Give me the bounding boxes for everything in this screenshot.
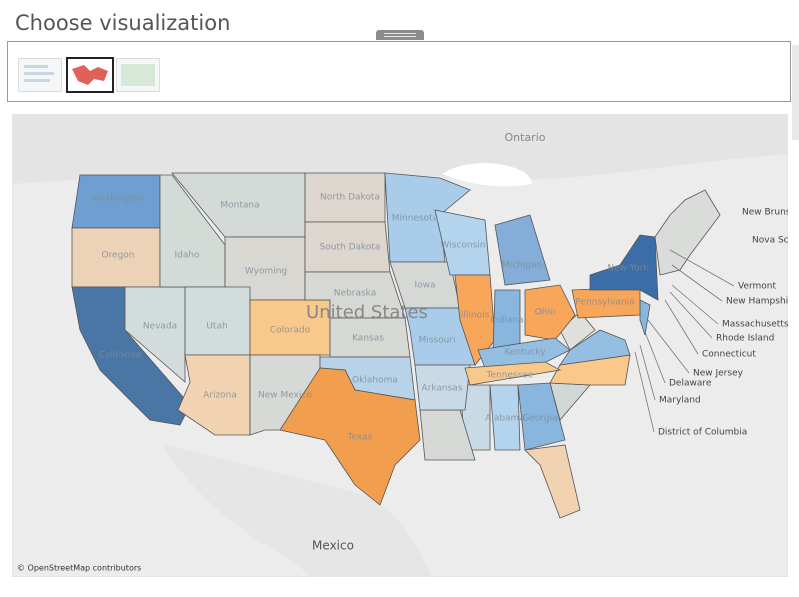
callout-label: Connecticut [702,350,756,360]
state-label: Alabama [485,414,525,424]
callout-line [634,351,655,433]
state-label: Arkansas [421,384,462,394]
callout-label: Rhode Island [716,334,774,344]
callout-label: Delaware [669,379,712,389]
state-label: Indiana [490,316,523,326]
callout-line [664,299,699,355]
state-label: Arizona [203,391,237,401]
state-label: Idaho [174,251,200,261]
map-icon-shape [72,65,108,85]
callout-line [671,284,719,325]
callout-line [669,291,713,339]
state-label: Nevada [143,322,177,332]
callout-line [639,344,656,401]
state-label: Kentucky [504,348,546,358]
highlight-table-option[interactable] [116,58,160,92]
text-table-option[interactable] [18,58,62,92]
state-label: Colorado [270,326,311,336]
state-label: Washington [92,194,145,204]
state-label: New York [607,264,649,274]
state-shape [489,384,521,451]
title: Choose visualization [15,11,231,35]
state-shape [524,444,581,519]
state-label: Oregon [101,251,134,261]
lake [442,163,532,187]
state-label: Texas [347,433,373,443]
place-label: Mexico [312,539,354,553]
mexico-land [162,444,432,577]
map-icon [72,65,108,85]
state-shape [477,337,571,369]
state-label: North Dakota [320,193,380,203]
canada-land [12,114,788,184]
callout-label: Massachusetts [722,320,788,330]
state-label: Illinois [461,311,490,321]
state-label: Oklahoma [352,376,398,386]
state-label: Michigan [502,261,542,271]
state-shape [589,234,659,301]
state-shape [517,382,566,451]
state-label: Wyoming [245,267,287,277]
callout-line [671,264,723,302]
callout-label: New Jersey [693,369,744,379]
state-label: Missouri [418,336,455,346]
callout-label: Nova Scotia [752,236,788,246]
state-label: Tennessee [486,371,534,381]
side-controls[interactable] [792,45,799,140]
state-shape [414,364,471,411]
state-shape [279,367,421,506]
callout-line [669,249,735,287]
attribution: © OpenStreetMap contributors [17,564,141,573]
callout-label: Vermont [738,282,777,292]
state-label: Montana [220,201,259,211]
drag-handle[interactable] [376,30,424,40]
callout-label: New Hampshire [726,297,788,307]
callout-line [644,331,666,384]
place-label: Ontario [505,131,546,144]
state-label: New Mexico [258,391,312,401]
state-label: Iowa [414,281,435,291]
map: Washington Oregon California Nevada Idaho Mon… [12,114,788,577]
state-label: Nebraska [334,289,376,299]
state-label: Minnesota [392,214,438,224]
callout-line [647,319,690,374]
map-option[interactable] [66,57,114,93]
callout-label: District of Columbia [658,428,747,438]
state-label: Ohio [535,308,556,318]
state-shape [464,361,562,386]
state-label: Utah [206,322,227,332]
state-shape [654,189,721,276]
callout-label: Maryland [659,396,701,406]
state-label: Kansas [352,334,384,344]
state-label: Pennsylvania [575,298,634,308]
state-label: Wisconsin [441,241,486,251]
state-shape [559,329,631,366]
state-label: Georgia [522,414,557,424]
state-label: South Dakota [320,243,381,253]
place-label: United States [306,302,428,323]
state-shape [524,284,576,341]
callout-label: New Brunswick [742,208,788,218]
state-label: California [99,351,142,361]
visualization-picker [7,41,791,102]
state-shape [494,214,551,286]
state-shape [559,311,596,351]
